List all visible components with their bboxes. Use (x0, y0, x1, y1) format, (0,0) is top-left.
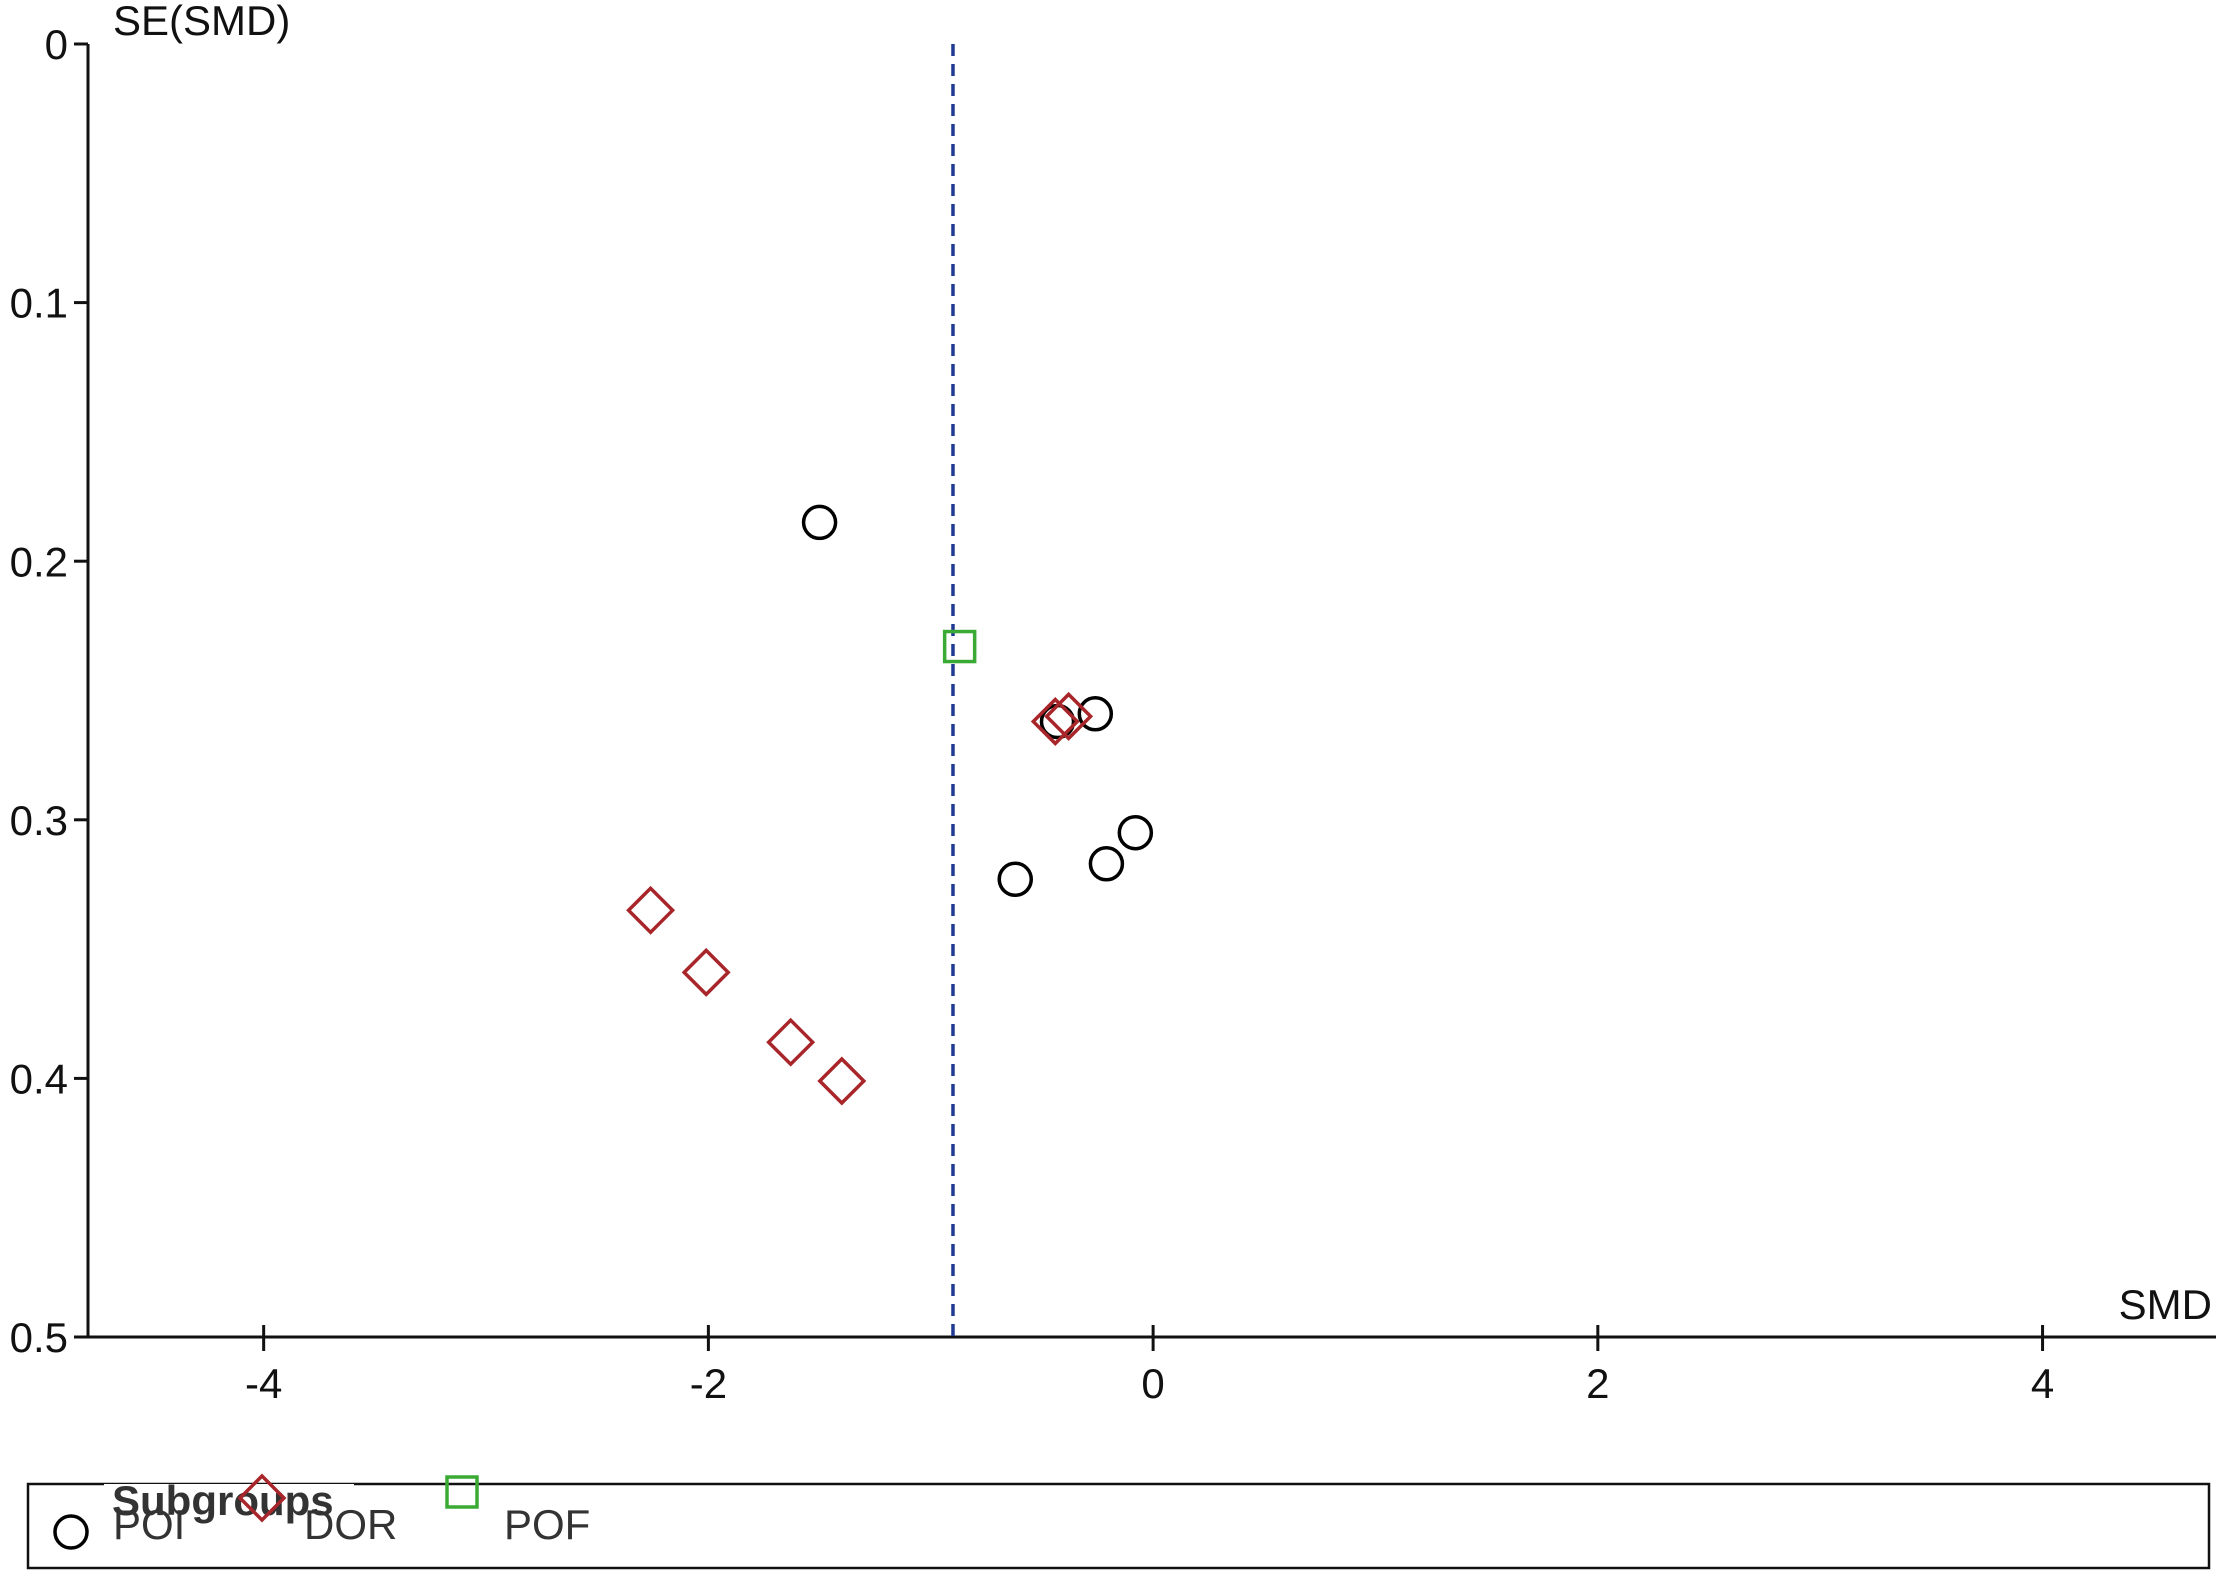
legend-label: POI (113, 1501, 185, 1548)
y-tick-label: 0.2 (10, 538, 68, 585)
legend-label: POF (504, 1501, 590, 1548)
x-tick-label: -2 (690, 1360, 727, 1407)
y-axis-label: SE(SMD) (113, 0, 290, 44)
square-marker (942, 629, 977, 664)
x-axis-label: SMD (2119, 1281, 2212, 1328)
legend-marker (53, 1514, 89, 1550)
legend-label: DOR (304, 1501, 397, 1548)
legend-title-bg (104, 1484, 354, 1524)
y-tick-label: 0.4 (10, 1055, 68, 1102)
diamond-marker (626, 885, 676, 935)
legend-marker (445, 1475, 479, 1509)
x-tick-label: -4 (245, 1360, 282, 1407)
diamond-marker (1044, 691, 1094, 741)
x-tick-label: 0 (1141, 1360, 1164, 1407)
y-tick-label: 0.1 (10, 280, 68, 327)
circle-marker (997, 861, 1033, 898)
circle-marker (801, 504, 838, 541)
legend-box (26, 1482, 2211, 1570)
diamond-marker (1030, 697, 1080, 747)
diamond-marker (817, 1056, 867, 1106)
circle-marker (1088, 846, 1125, 882)
legend-marker (237, 1473, 287, 1523)
x-tick-label: 2 (1586, 1360, 1609, 1407)
diamond-marker (766, 1017, 816, 1067)
circle-marker (1077, 696, 1114, 732)
y-tick-label: 0.3 (10, 797, 68, 844)
circle-marker (1117, 814, 1154, 851)
y-tick-label: 0 (45, 21, 68, 68)
legend-title: Subgroups (112, 1477, 334, 1524)
x-tick-label: 4 (2031, 1360, 2054, 1407)
y-tick-label: 0.5 (10, 1314, 68, 1361)
diamond-marker (681, 947, 731, 997)
